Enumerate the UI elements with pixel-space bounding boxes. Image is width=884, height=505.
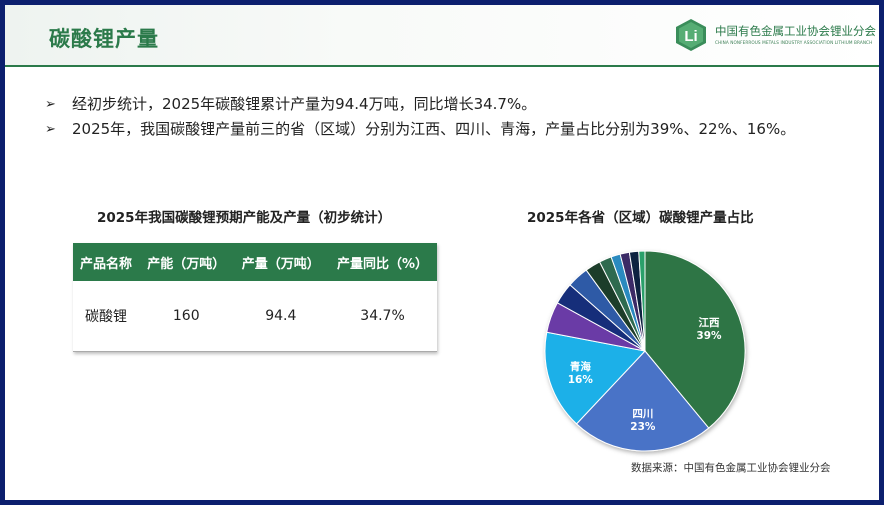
data-source-note: 数据来源：中国有色金属工业协会锂业分会 <box>631 462 831 474</box>
table-cell: 160 <box>138 281 234 352</box>
table-cell: 94.4 <box>233 281 329 352</box>
capacity-table: 产品名称 产能（万吨） 产量（万吨） 产量同比（%） 碳酸锂 160 94.4 … <box>73 243 437 352</box>
header-cell: 产量（万吨） <box>233 243 329 281</box>
header-cell: 产品名称 <box>73 243 139 281</box>
pie-slice-0 <box>644 250 746 429</box>
bullet-item: ➢ 2025年，我国碳酸锂产量前三的省（区域）分别为江西、四川、青海，产量占比分… <box>45 117 855 142</box>
pie-slice-1 <box>575 350 710 452</box>
summary-bullets: ➢ 经初步统计，2025年碳酸锂累计产量为94.4万吨，同比增长34.7%。 ➢… <box>45 92 855 142</box>
slice-value-label: 39% <box>696 330 722 342</box>
header-cell: 产量同比（%） <box>328 243 437 281</box>
header-band <box>5 5 879 65</box>
table-cell: 34.7% <box>328 281 437 352</box>
header-divider <box>5 65 879 67</box>
slide: 碳酸锂产量 Li 中国有色金属工业协会锂业分会 CHINA NONFERROUS… <box>5 5 879 500</box>
slice-value-label: 16% <box>568 374 594 386</box>
bullet-item: ➢ 经初步统计，2025年碳酸锂累计产量为94.4万吨，同比增长34.7%。 <box>45 92 855 117</box>
chart-title: 2025年各省（区域）碳酸锂产量占比 <box>527 210 754 226</box>
slice-label: 江西 <box>698 316 719 329</box>
table-header-row: 产品名称 产能（万吨） 产量（万吨） 产量同比（%） <box>73 243 437 281</box>
logo-name-en: CHINA NONFERROUS METALS INDUSTRY ASSOCIA… <box>715 40 873 45</box>
li-logo-icon: Li <box>676 19 706 51</box>
arrow-bullet-icon: ➢ <box>45 122 56 137</box>
logo-name-cn: 中国有色金属工业协会锂业分会 <box>715 24 876 38</box>
table-cell: 碳酸锂 <box>73 281 139 352</box>
table-title: 2025年我国碳酸锂预期产能及产量（初步统计） <box>97 210 392 226</box>
pie-slice-2 <box>544 331 646 425</box>
pie-slice <box>638 250 646 352</box>
header-cell: 产能（万吨） <box>138 243 234 281</box>
slice-label: 四川 <box>632 408 653 420</box>
arrow-bullet-icon: ➢ <box>45 97 56 112</box>
bullet-text: 经初步统计，2025年碳酸锂累计产量为94.4万吨，同比增长34.7%。 <box>72 95 537 113</box>
logo-glyph: Li <box>684 28 697 45</box>
page-title: 碳酸锂产量 <box>49 27 159 51</box>
slice-label: 青海 <box>570 360 591 373</box>
table-row: 碳酸锂 160 94.4 34.7% <box>73 281 437 352</box>
bullet-text: 2025年，我国碳酸锂产量前三的省（区域）分别为江西、四川、青海，产量占比分别为… <box>72 120 796 138</box>
slice-value-label: 23% <box>630 421 656 433</box>
association-logo: Li 中国有色金属工业协会锂业分会 CHINA NONFERROUS METAL… <box>673 18 876 52</box>
